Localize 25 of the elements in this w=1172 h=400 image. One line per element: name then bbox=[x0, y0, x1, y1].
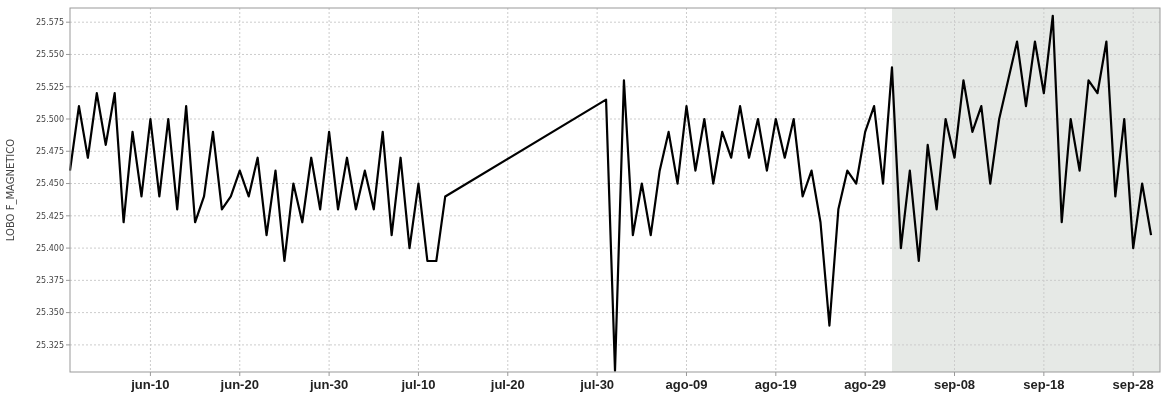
y-tick-label: 25.500 bbox=[36, 114, 64, 124]
x-tick-label: sep-08 bbox=[933, 377, 976, 392]
y-tick-label: 25.400 bbox=[36, 243, 64, 253]
x-tick-label: sep-28 bbox=[1112, 377, 1154, 392]
y-tick-label: 25.575 bbox=[36, 18, 64, 27]
x-tick-label: jun-20 bbox=[219, 377, 259, 392]
y-tick-label: 25.525 bbox=[36, 82, 64, 92]
x-tick-label: ago-19 bbox=[754, 377, 797, 392]
y-tick-label: 25.350 bbox=[36, 308, 64, 318]
x-tick-label: jun-30 bbox=[308, 377, 349, 392]
x-tick-label: jul-30 bbox=[579, 377, 615, 392]
x-tick-label: jun-10 bbox=[130, 377, 170, 392]
y-tick-label: 25.375 bbox=[36, 276, 64, 286]
y-tick-label: 25.550 bbox=[36, 50, 64, 60]
x-tick-label: ago-09 bbox=[665, 377, 708, 392]
y-tick-label: 25.425 bbox=[36, 211, 64, 221]
x-tick-label: ago-29 bbox=[844, 377, 887, 392]
y-tick-label: 25.475 bbox=[36, 147, 64, 157]
x-tick-label: sep-18 bbox=[1023, 377, 1065, 392]
y-axis-title: LOBO F_MAGNETICO bbox=[5, 138, 17, 242]
y-tick-label: 25.325 bbox=[36, 340, 64, 350]
line-series bbox=[68, 14, 1153, 372]
y-tick-label: 25.450 bbox=[36, 179, 64, 189]
x-tick-label: jul-10 bbox=[400, 377, 436, 392]
x-tick-label: jul-20 bbox=[489, 377, 525, 392]
